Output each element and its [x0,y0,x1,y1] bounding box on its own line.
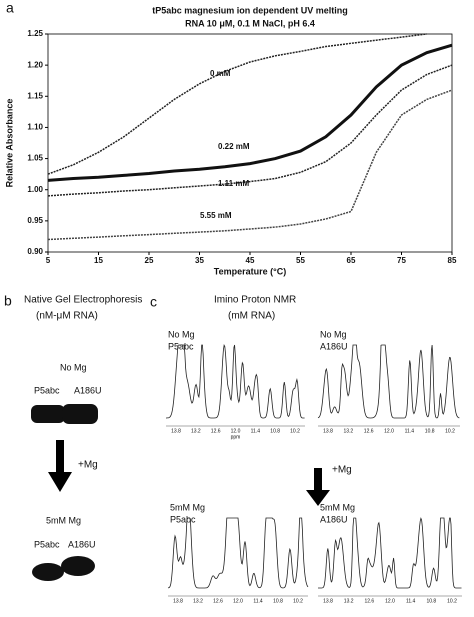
nmr-trace [318,517,462,589]
spectrum-condition: No Mg [168,329,195,339]
arrow-label: +Mg [332,465,352,476]
y-tick-label: 1.00 [27,185,43,194]
nmr-tick-label: 13.8 [323,428,333,434]
series-line [47,33,427,175]
lane-label: A186U [68,539,96,549]
lane-label: P5abc [34,539,60,549]
x-tick-label: 5 [46,256,51,265]
nmr-tick-label: 12.0 [384,428,394,434]
plot-frame [47,33,453,253]
nmr-tick-label: 10.2 [447,598,457,604]
y-tick-label: 0.90 [27,247,43,256]
y-tick-label: 0.95 [27,216,43,225]
x-tick-label: 85 [448,256,457,265]
x-tick-label: 25 [145,256,154,265]
spectrum-sample: A186U [320,514,348,524]
spectrum-condition: 5mM Mg [170,502,205,512]
panel-label: a [6,0,14,16]
condition: 5mM Mg [46,515,81,525]
nmr-tick-label: 12.6 [364,428,374,434]
x-tick-label: 15 [94,256,103,265]
y-tick-label: 1.10 [27,123,43,132]
y-axis-label: Relative Absorbance [4,99,14,188]
series-line [47,64,453,197]
panel-subtitle: (nM-μM RNA) [36,311,98,322]
x-tick-label: 65 [347,256,356,265]
nmr-tick-label: 12.6 [213,598,223,604]
chart-title: tP5abc magnesium ion dependent UV meltin… [152,5,348,15]
y-tick-label: 1.15 [27,91,43,100]
lane-label: P5abc [34,385,60,395]
series-line [47,89,453,241]
arrow [306,468,330,506]
nmr-tick-label: 13.2 [193,598,203,604]
series-label: 1.11 mM [218,179,249,188]
x-tick-label: 45 [246,256,255,265]
nmr-trace [166,343,305,419]
spectrum-condition: No Mg [320,329,347,339]
panel-label: c [150,294,157,310]
nmr-tick-label: 12.6 [364,598,374,604]
nmr-tick-label: 13.8 [323,598,333,604]
chart-subtitle: RNA 10 μM, 0.1 M NaCl, pH 6.4 [185,18,315,28]
panel-label: b [4,293,12,309]
nmr-tick-label: 13.2 [343,428,353,434]
series-label: 0.22 mM [218,142,250,151]
arrow-label: +Mg [78,460,98,471]
nmr-tick-label: 12.0 [385,598,395,604]
nmr-tick-label: 11.4 [253,598,263,604]
nmr-tick-label: 13.8 [173,598,183,604]
gel-band [62,404,98,424]
nmr-tick-label: 11.4 [405,428,415,434]
spectrum-sample: A186U [320,341,348,351]
nmr-tick-label: 10.8 [426,598,436,604]
nmr-tick-label: 11.4 [251,428,261,434]
nmr-tick-label: 10.8 [273,598,283,604]
gel-band [32,563,64,581]
nmr-trace [317,344,460,419]
y-tick-label: 1.20 [27,60,43,69]
nmr-tick-label: 10.2 [293,598,303,604]
y-tick-label: 1.25 [27,29,43,38]
nmr-trace [167,517,309,589]
nmr-tick-label: 10.2 [290,428,300,434]
series-label: 5.55 mM [200,211,232,220]
spectrum-condition: 5mM Mg [320,502,355,512]
panel-title: Imino Proton NMR [214,295,296,306]
lane-label: A186U [74,385,102,395]
x-tick-label: 55 [296,256,305,265]
spectrum-sample: P5abc [170,514,196,524]
panel-subtitle: (mM RNA) [228,311,275,322]
nmr-tick-label: 10.8 [270,428,280,434]
x-axis-label: Temperature (°C) [214,266,286,276]
nmr-tick-label: 13.8 [171,428,181,434]
series-line [47,43,453,182]
gel-band [61,556,95,576]
nmr-tick-label: 13.2 [191,428,201,434]
condition: No Mg [60,362,87,372]
nmr-unit: ppm [231,434,241,440]
gel-band [31,405,65,423]
nmr-tick-label: 12.0 [231,428,241,434]
nmr-tick-label: 11.4 [406,598,416,604]
x-tick-label: 75 [397,256,406,265]
nmr-tick-label: 10.8 [425,428,435,434]
spectrum-sample: P5abc [168,341,194,351]
nmr-tick-label: 10.2 [445,428,455,434]
arrow [48,440,72,492]
series-label: 0 mM [210,69,231,78]
y-tick-label: 1.05 [27,154,43,163]
nmr-tick-label: 13.2 [344,598,354,604]
x-tick-label: 35 [195,256,204,265]
nmr-tick-label: 12.6 [211,428,221,434]
nmr-tick-label: 12.0 [233,598,243,604]
panel-title: Native Gel Electrophoresis [24,295,142,306]
